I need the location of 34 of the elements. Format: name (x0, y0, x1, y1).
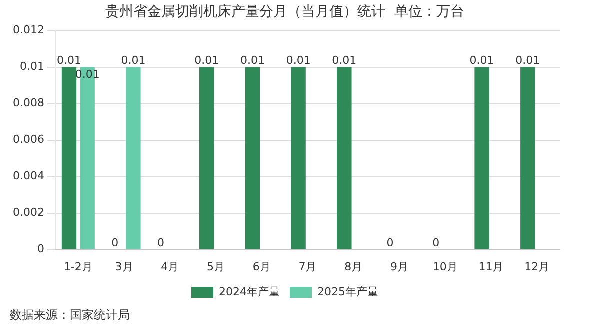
data-label: 0 (432, 236, 440, 250)
y-tick-label: 0.006 (12, 133, 44, 146)
x-tick-label: 3月 (115, 260, 134, 274)
data-label: 0.01 (240, 54, 265, 68)
data-label: 0 (112, 236, 119, 250)
y-tick-label: 0.008 (12, 96, 44, 110)
x-tick-label: 12月 (524, 260, 550, 274)
x-tick-label: 1-2月 (64, 260, 93, 274)
y-tick-label: 0.01 (20, 60, 44, 74)
legend-label: 2025年产量 (318, 285, 378, 298)
chart-title: 贵州省金属切削机床产量分月（当月值）统计 单位：万台 (106, 4, 464, 20)
y-tick-label: 0.002 (12, 206, 44, 220)
x-tick-label: 11月 (478, 260, 504, 274)
data-label: 0.01 (286, 54, 311, 68)
x-tick-label: 8月 (344, 260, 363, 274)
data-label: 0.01 (121, 54, 146, 68)
y-tick-label: 0.012 (12, 24, 44, 37)
data-label: 0.01 (470, 54, 494, 68)
data-label: 0.01 (516, 54, 540, 68)
x-tick-label: 7月 (298, 260, 317, 274)
y-tick-label: 0.004 (12, 170, 44, 183)
data-label: 0 (386, 236, 394, 250)
x-tick-label: 4月 (161, 260, 180, 274)
x-tick-label: 10月 (432, 260, 458, 274)
source-note: 数据来源：国家统计局 (10, 307, 130, 324)
data-label: 0.01 (332, 54, 357, 68)
legend-label: 2024年产量 (219, 285, 280, 298)
data-label: 0 (157, 236, 164, 250)
y-tick-label: 0 (37, 242, 44, 256)
data-label: 0.01 (57, 54, 82, 68)
data-label: 0.01 (194, 54, 220, 68)
x-tick-label: 6月 (252, 260, 271, 274)
x-tick-label: 9月 (390, 260, 408, 274)
x-tick-label: 5月 (207, 260, 226, 274)
